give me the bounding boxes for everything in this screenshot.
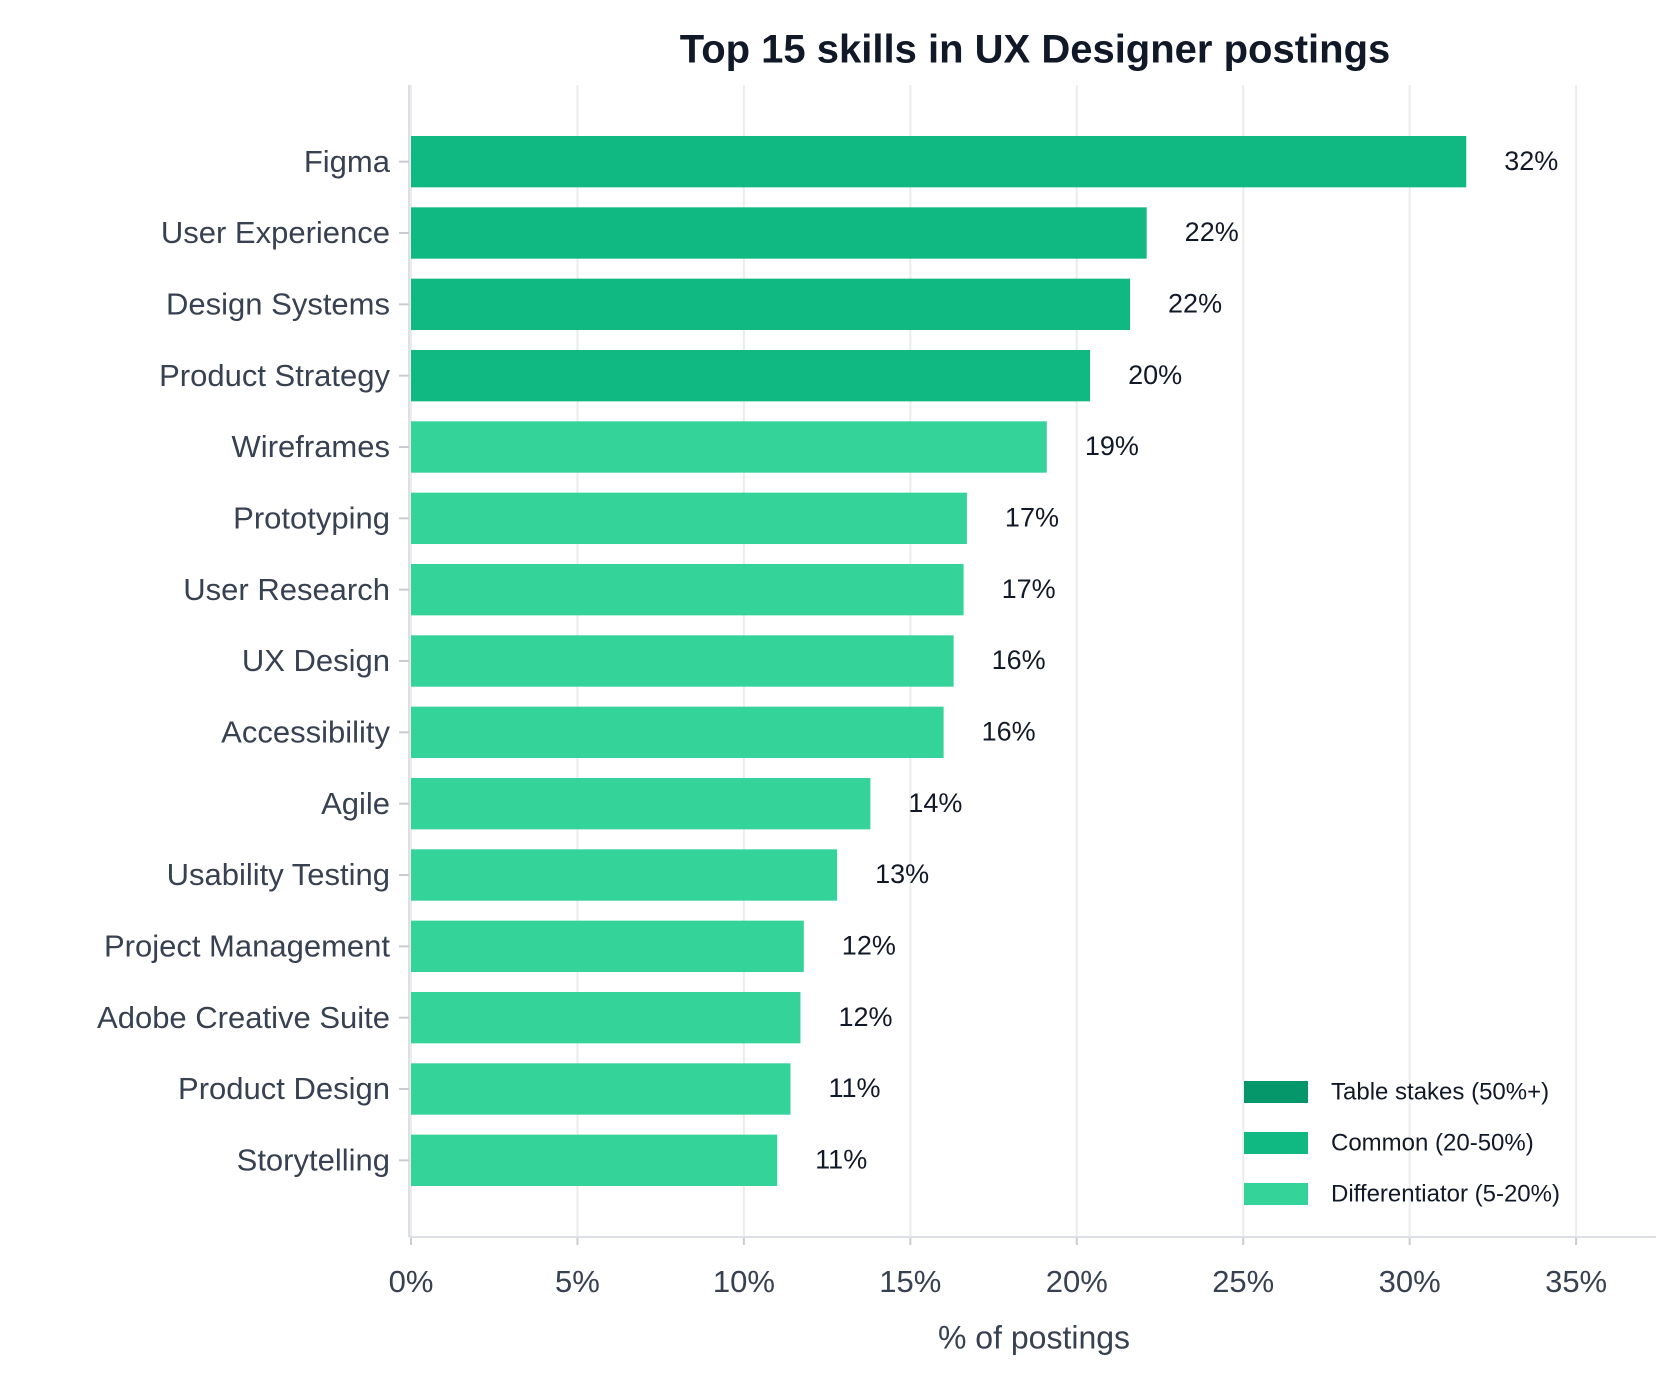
bar	[411, 1134, 778, 1187]
value-label: 11%	[815, 1144, 867, 1174]
x-tick-label: 15%	[879, 1264, 941, 1299]
bar	[411, 421, 1047, 473]
y-tick-label: Figma	[304, 144, 391, 179]
bar	[411, 349, 1091, 402]
bar	[411, 920, 804, 973]
value-label: 12%	[838, 1002, 892, 1032]
y-tick-label: Prototyping	[233, 501, 390, 536]
x-tick-label: 30%	[1379, 1264, 1441, 1299]
value-label: 11%	[828, 1073, 880, 1103]
y-tick-label: Storytelling	[237, 1143, 390, 1178]
bar	[411, 706, 944, 759]
y-tick-label: Usability Testing	[167, 857, 390, 892]
value-label: 12%	[842, 930, 896, 960]
y-tick-label: User Experience	[161, 215, 390, 250]
legend-swatch	[1244, 1081, 1308, 1103]
bar	[411, 777, 871, 830]
x-tick-label: 20%	[1046, 1264, 1108, 1299]
bar	[411, 849, 838, 901]
y-tick-label: Wireframes	[232, 429, 390, 464]
bar	[411, 563, 964, 616]
bar	[411, 991, 801, 1044]
x-tick-label: 5%	[555, 1264, 600, 1299]
bar	[411, 135, 1467, 188]
bar	[411, 492, 967, 545]
y-tick-label: User Research	[183, 572, 390, 607]
y-tick-label: Product Strategy	[159, 358, 390, 393]
legend-swatch	[1244, 1183, 1308, 1205]
x-tick-label: 35%	[1545, 1264, 1607, 1299]
value-label: 17%	[1005, 502, 1059, 532]
value-label: 32%	[1504, 146, 1558, 176]
value-label: 22%	[1185, 217, 1239, 247]
legend-label: Table stakes (50%+)	[1331, 1078, 1549, 1105]
x-tick-label: 25%	[1212, 1264, 1274, 1299]
value-label: 20%	[1128, 360, 1182, 390]
bar	[411, 278, 1131, 331]
bar	[411, 635, 954, 687]
y-tick-label: Product Design	[178, 1071, 390, 1106]
y-tick-label: Agile	[321, 786, 390, 821]
value-label: 14%	[908, 788, 962, 818]
legend-swatch	[1244, 1132, 1308, 1154]
y-tick-label: Accessibility	[221, 715, 390, 750]
value-label: 16%	[982, 716, 1036, 746]
y-tick-label: UX Design	[242, 643, 390, 678]
value-label: 22%	[1168, 288, 1222, 318]
x-axis-label: % of postings	[938, 1319, 1130, 1355]
legend-label: Differentiator (5-20%)	[1331, 1180, 1560, 1207]
bar	[411, 1063, 791, 1115]
x-tick-label: 0%	[389, 1264, 434, 1299]
value-label: 19%	[1085, 431, 1139, 461]
value-label: 16%	[992, 645, 1046, 675]
y-tick-label: Adobe Creative Suite	[97, 1000, 390, 1035]
bar	[411, 207, 1147, 259]
value-label: 13%	[875, 859, 929, 889]
x-tick-label: 10%	[713, 1264, 775, 1299]
value-label: 17%	[1002, 574, 1056, 604]
chart-title: Top 15 skills in UX Designer postings	[680, 28, 1391, 72]
legend-label: Common (20-50%)	[1331, 1129, 1534, 1156]
y-tick-label: Project Management	[104, 929, 390, 964]
y-tick-label: Design Systems	[166, 287, 390, 322]
